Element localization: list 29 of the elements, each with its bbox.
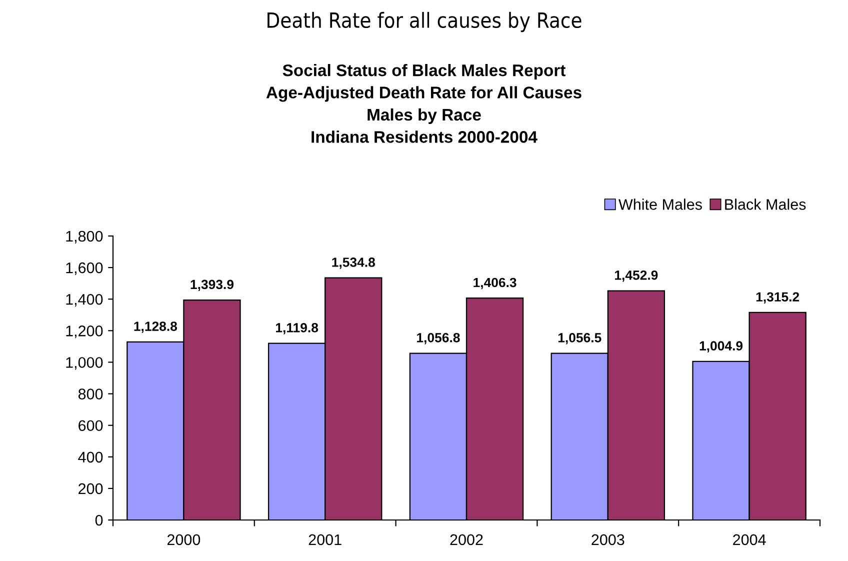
y-tick-label: 1,600	[66, 262, 103, 276]
x-tick-label: 2003	[592, 534, 624, 546]
chart-title: Death Rate for all causes by Race	[268, 12, 582, 32]
legend-label: White Males	[618, 198, 702, 210]
y-tick-label: 200	[78, 483, 103, 494]
x-tick-label: 2004	[733, 534, 766, 546]
x-tick-label: 2002	[450, 534, 483, 546]
text: 1,004.9	[700, 341, 743, 352]
text: 1,119.8	[276, 323, 318, 334]
text: 1,315.2	[756, 292, 800, 304]
text: 1,452.9	[615, 270, 658, 282]
y-tick-label: 400	[78, 452, 103, 463]
x-tick-label: 2001	[308, 534, 342, 546]
y-tick-label: 1,000	[66, 357, 103, 370]
text: 1,056.5	[558, 333, 602, 344]
text: 1,056.8	[417, 332, 460, 344]
text: 1,128.8	[134, 322, 178, 333]
chart-subtitle: Social Status of Black Males Report Age-Adjusted Death Rate for All Causes Males by Race Indiana Residents 2000-2004	[266, 64, 582, 143]
x-tick-label: 2000	[167, 534, 200, 546]
y-tick-label: 0	[95, 514, 103, 526]
text: 1,393.9	[190, 280, 234, 292]
y-tick-label: 600	[78, 420, 103, 432]
y-tick-label: 1,400	[66, 294, 103, 307]
text: 1,406.3	[474, 278, 516, 290]
y-tick-label: 1,200	[66, 326, 103, 338]
y-tick-label: 800	[78, 388, 103, 400]
y-tick-label: 1,800	[66, 230, 103, 244]
legend-label: Black Males	[725, 198, 806, 210]
text: 1,534.8	[332, 258, 375, 269]
